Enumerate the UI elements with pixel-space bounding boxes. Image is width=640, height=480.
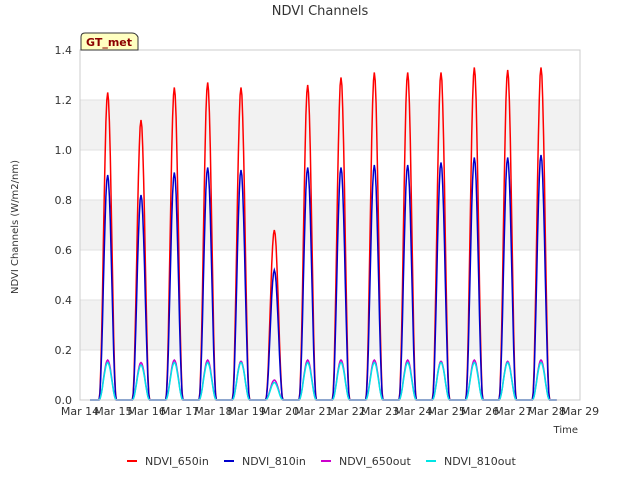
x-tick-label: Mar 27 [494, 405, 532, 418]
x-tick-label: Mar 15 [94, 405, 132, 418]
x-tick-label: Mar 24 [394, 405, 432, 418]
x-tick-label: Mar 28 [528, 405, 566, 418]
gt-met-badge-text: GT_met [86, 36, 132, 49]
grid-band [80, 200, 580, 250]
y-tick-label: 1.2 [55, 94, 73, 107]
x-tick-label: Mar 21 [294, 405, 332, 418]
legend-label: NDVI_810out [444, 455, 516, 468]
x-tick-label: Mar 20 [261, 405, 299, 418]
x-tick-label: Mar 22 [328, 405, 366, 418]
plot-frame [79, 49, 581, 401]
y-tick-label: 0.2 [55, 344, 73, 357]
legend-label: NDVI_650in [145, 455, 209, 468]
x-tick-label: Mar 18 [194, 405, 232, 418]
series-line-ndvi_650out [90, 358, 557, 401]
grid-band [80, 300, 580, 350]
background-bands [80, 100, 580, 350]
y-tick-label: 0.0 [55, 394, 73, 407]
x-tick-label: Mar 29 [561, 405, 599, 418]
grid-band [80, 100, 580, 150]
x-tick-label: Mar 17 [161, 405, 199, 418]
series-line-ndvi_810out [90, 361, 557, 401]
x-tick-label: Mar 25 [428, 405, 466, 418]
legend: NDVI_650in NDVI_810in NDVI_650out NDVI_810o… [127, 455, 516, 468]
legend-label: NDVI_650out [339, 455, 411, 468]
y-tick-label: 0.6 [55, 244, 73, 257]
legend-label: NDVI_810in [242, 455, 306, 468]
x-tick-label: Mar 14 [61, 405, 99, 418]
gt-met-badge: GT_met [80, 32, 139, 51]
y-tick-label: 1.4 [55, 44, 73, 57]
y-tick-label: 0.8 [55, 194, 73, 207]
y-axis-label: NDVI Channels (W/m2/nm) [10, 160, 21, 294]
series-line-ndvi_810in [90, 154, 557, 401]
y-tick-label: 1.0 [55, 144, 73, 157]
y-tick-label: 0.4 [55, 294, 73, 307]
x-tick-label: Mar 23 [361, 405, 399, 418]
x-tick-label: Mar 26 [461, 405, 499, 418]
x-tick-label: Mar 16 [128, 405, 166, 418]
y-axis-ticks: 0.0 0.2 0.4 0.6 0.8 1.0 1.2 1.4 [55, 44, 73, 407]
x-tick-label: Mar 19 [228, 405, 266, 418]
x-axis-label: Time [553, 425, 578, 436]
chart-title: NDVI Channels [272, 4, 369, 19]
